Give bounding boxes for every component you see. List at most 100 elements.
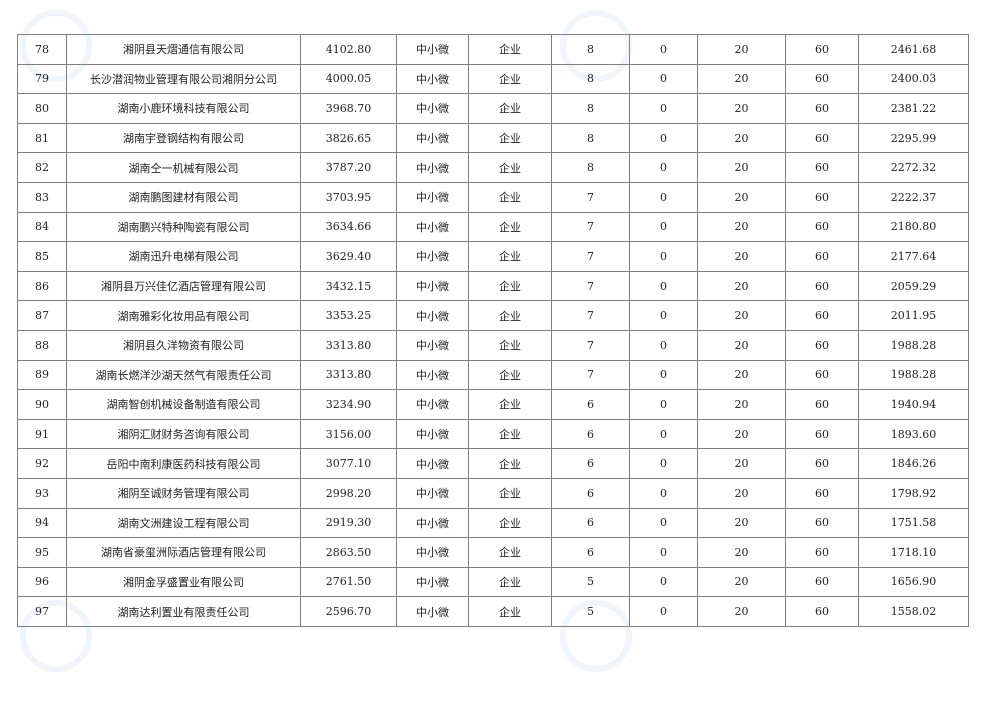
- percent-cell: 60: [785, 270, 859, 302]
- enterprise-size-cell: 中小微: [396, 477, 469, 509]
- value-col-7-cell: 0: [629, 211, 698, 243]
- amount-cell: 3968.70: [300, 93, 397, 124]
- enterprise-size-cell: 中小微: [396, 448, 469, 479]
- company-name-cell: 湖南鹏图建材有限公司: [66, 181, 301, 213]
- enterprise-size-cell: 中小微: [396, 63, 469, 95]
- company-name-cell: 湖南迅升电梯有限公司: [66, 241, 301, 272]
- table-row: 87 湖南雅彩化妆用品有限公司 3353.25 中小微 企业 7 0 20 60 2011.95: [17, 300, 969, 331]
- amount-cell: 3077.10: [300, 448, 397, 479]
- percent-cell: 60: [785, 152, 859, 183]
- company-name-cell: 湖南仝一机械有限公司: [66, 152, 301, 183]
- insured-count-cell: 7: [551, 181, 630, 213]
- value-col-8-cell: 20: [697, 270, 786, 302]
- amount-cell: 2761.50: [300, 566, 397, 598]
- insured-count-cell: 6: [551, 389, 630, 420]
- row-number-cell: 82: [17, 152, 67, 183]
- row-number-cell: 96: [17, 566, 67, 598]
- value-col-7-cell: 0: [629, 181, 698, 213]
- value-col-8-cell: 20: [697, 359, 786, 391]
- table-row: 85 湖南迅升电梯有限公司 3629.40 中小微 企业 7 0 20 60 2177.64: [17, 241, 969, 272]
- table-row: 95 湖南省豪玺洲际酒店管理有限公司 2863.50 中小微 企业 6 0 20 60 1718.…: [17, 537, 969, 568]
- row-number-cell: 97: [17, 596, 67, 627]
- row-number-cell: 83: [17, 181, 67, 213]
- refund-amount-cell: 2461.68: [858, 34, 969, 65]
- percent-cell: 60: [785, 34, 859, 65]
- amount-cell: 3432.15: [300, 270, 397, 302]
- value-col-7-cell: 0: [629, 418, 698, 450]
- entity-type-cell: 企业: [468, 152, 552, 183]
- table-row: 93 湘阴至诚财务管理有限公司 2998.20 中小微 企业 6 0 20 60 1798.92: [17, 477, 969, 509]
- amount-cell: 4102.80: [300, 34, 397, 65]
- row-number-cell: 80: [17, 93, 67, 124]
- percent-cell: 60: [785, 181, 859, 213]
- table-row: 81 湖南宇登钢结构有限公司 3826.65 中小微 企业 8 0 20 60 2295.99: [17, 122, 969, 154]
- percent-cell: 60: [785, 566, 859, 598]
- value-col-7-cell: 0: [629, 329, 698, 361]
- refund-amount-cell: 2400.03: [858, 63, 969, 95]
- row-number-cell: 85: [17, 241, 67, 272]
- refund-amount-cell: 1940.94: [858, 389, 969, 420]
- entity-type-cell: 企业: [468, 418, 552, 450]
- value-col-7-cell: 0: [629, 241, 698, 272]
- value-col-7-cell: 0: [629, 477, 698, 509]
- company-name-cell: 湖南达利置业有限责任公司: [66, 596, 301, 627]
- enterprise-size-cell: 中小微: [396, 566, 469, 598]
- refund-amount-cell: 1656.90: [858, 566, 969, 598]
- insured-count-cell: 7: [551, 270, 630, 302]
- enterprise-size-cell: 中小微: [396, 596, 469, 627]
- value-col-8-cell: 20: [697, 596, 786, 627]
- company-name-cell: 湘阴县久洋物资有限公司: [66, 329, 301, 361]
- value-col-7-cell: 0: [629, 596, 698, 627]
- value-col-8-cell: 20: [697, 448, 786, 479]
- refund-amount-cell: 2011.95: [858, 300, 969, 331]
- value-col-8-cell: 20: [697, 418, 786, 450]
- insured-count-cell: 7: [551, 329, 630, 361]
- insured-count-cell: 8: [551, 122, 630, 154]
- row-number-cell: 95: [17, 537, 67, 568]
- amount-cell: 3353.25: [300, 300, 397, 331]
- refund-amount-cell: 1988.28: [858, 359, 969, 391]
- entity-type-cell: 企业: [468, 241, 552, 272]
- percent-cell: 60: [785, 477, 859, 509]
- value-col-8-cell: 20: [697, 389, 786, 420]
- percent-cell: 60: [785, 122, 859, 154]
- refund-amount-cell: 1846.26: [858, 448, 969, 479]
- row-number-cell: 91: [17, 418, 67, 450]
- value-col-7-cell: 0: [629, 359, 698, 391]
- row-number-cell: 78: [17, 34, 67, 65]
- value-col-8-cell: 20: [697, 241, 786, 272]
- percent-cell: 60: [785, 63, 859, 95]
- row-number-cell: 94: [17, 507, 67, 539]
- amount-cell: 2919.30: [300, 507, 397, 539]
- entity-type-cell: 企业: [468, 211, 552, 243]
- refund-amount-cell: 2180.80: [858, 211, 969, 243]
- table-row: 90 湖南智创机械设备制造有限公司 3234.90 中小微 企业 6 0 20 60 1940.9…: [17, 389, 969, 420]
- refund-amount-cell: 2222.37: [858, 181, 969, 213]
- row-number-cell: 79: [17, 63, 67, 95]
- insured-count-cell: 7: [551, 300, 630, 331]
- entity-type-cell: 企业: [468, 477, 552, 509]
- insured-count-cell: 5: [551, 566, 630, 598]
- refund-amount-cell: 1751.58: [858, 507, 969, 539]
- entity-type-cell: 企业: [468, 507, 552, 539]
- company-name-cell: 湘阴县万兴佳亿酒店管理有限公司: [66, 270, 301, 302]
- company-name-cell: 长沙潜润物业管理有限公司湘阴分公司: [66, 63, 301, 95]
- percent-cell: 60: [785, 329, 859, 361]
- percent-cell: 60: [785, 300, 859, 331]
- amount-cell: 3629.40: [300, 241, 397, 272]
- enterprise-size-cell: 中小微: [396, 329, 469, 361]
- refund-amount-cell: 2381.22: [858, 93, 969, 124]
- entity-type-cell: 企业: [468, 93, 552, 124]
- entity-type-cell: 企业: [468, 122, 552, 154]
- insured-count-cell: 8: [551, 93, 630, 124]
- amount-cell: 3787.20: [300, 152, 397, 183]
- company-name-cell: 湖南小鹿环境科技有限公司: [66, 93, 301, 124]
- table-row: 83 湖南鹏图建材有限公司 3703.95 中小微 企业 7 0 20 60 2222.37: [17, 181, 969, 213]
- value-col-7-cell: 0: [629, 448, 698, 479]
- company-name-cell: 湖南宇登钢结构有限公司: [66, 122, 301, 154]
- row-number-cell: 87: [17, 300, 67, 331]
- percent-cell: 60: [785, 507, 859, 539]
- entity-type-cell: 企业: [468, 63, 552, 95]
- percent-cell: 60: [785, 596, 859, 627]
- refund-amount-cell: 1798.92: [858, 477, 969, 509]
